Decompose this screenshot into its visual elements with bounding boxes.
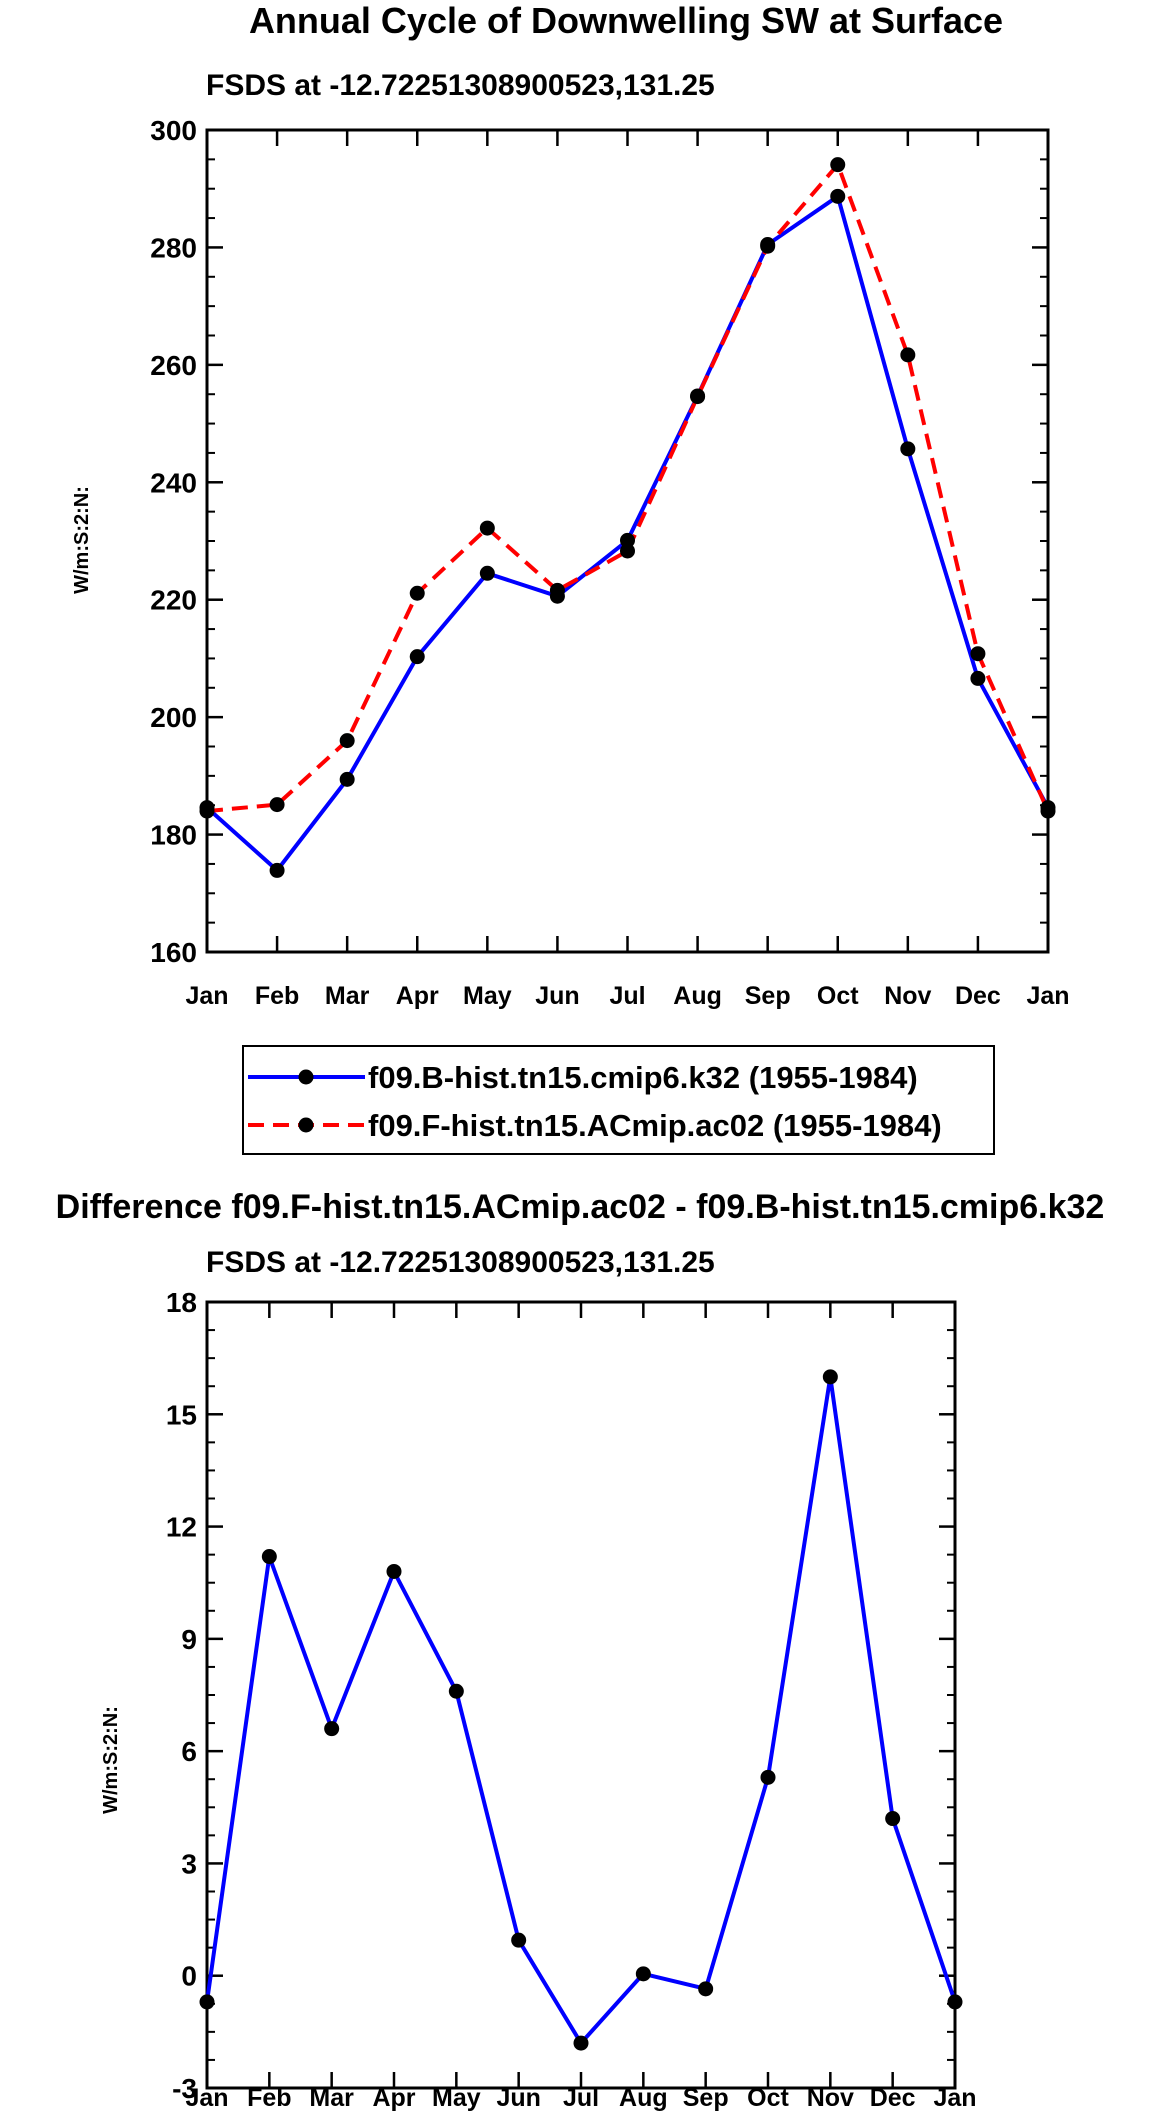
x-tick-label: Dec: [870, 2084, 916, 2112]
x-tick-label: Feb: [255, 982, 299, 1010]
x-tick-label: Jan: [1026, 982, 1069, 1010]
x-tick-label: Oct: [747, 2084, 789, 2112]
plot-axes: -3 0 3 6 9 12 15 18 Jan Feb Mar Apr May Jun Jul Aug Sep O…: [166, 1287, 977, 2112]
x-tick-label: Nov: [884, 982, 931, 1010]
chart-title: Annual Cycle of Downwelling SW at Surfac…: [249, 0, 1003, 41]
x-tick-label: Dec: [955, 982, 1001, 1010]
legend-entry: f09.F-hist.tn15.ACmip.ac02 (1955-1984): [248, 1108, 942, 1143]
data-point: [386, 1563, 402, 1579]
y-tick-label: 9: [181, 1624, 197, 1655]
data-point: [830, 157, 846, 173]
legend-marker: [298, 1069, 314, 1085]
data-point: [885, 1811, 901, 1827]
data-point: [199, 1994, 215, 2010]
data-point: [409, 585, 425, 601]
y-axis-label: W/m:S:2:N:: [100, 1706, 122, 1814]
difference-chart: Difference f09.F-hist.tn15.ACmip.ac02 - …: [56, 1188, 1105, 2112]
y-tick-label: 18: [166, 1287, 197, 1318]
data-point: [199, 803, 215, 819]
y-tick-label: 15: [166, 1399, 197, 1430]
legend-label: f09.B-hist.tn15.cmip6.k32 (1955-1984): [368, 1060, 918, 1095]
data-point: [573, 2035, 589, 2051]
series-line: [205, 1374, 957, 2046]
data-point: [822, 1369, 838, 1385]
data-point: [479, 565, 495, 581]
data-point: [339, 771, 355, 787]
data-point: [549, 582, 565, 598]
y-axis-label: W/m:S:2:N:: [71, 486, 93, 594]
legend-marker: [298, 1117, 314, 1133]
legend: f09.B-hist.tn15.cmip6.k32 (1955-1984) f0…: [242, 1045, 995, 1155]
data-point: [448, 1683, 464, 1699]
x-tick-label: Jul: [609, 982, 645, 1010]
x-tick-label: Mar: [309, 2084, 354, 2112]
y-tick-label: 0: [181, 1961, 197, 1992]
x-tick-label: Aug: [673, 982, 722, 1010]
data-point: [409, 649, 425, 665]
x-tick-label: Aug: [619, 2084, 668, 2112]
x-tick-label: Oct: [817, 982, 859, 1010]
data-point: [900, 347, 916, 363]
x-tick-label: May: [432, 2084, 481, 2112]
data-point: [269, 862, 285, 878]
x-tick-label: Jul: [563, 2084, 599, 2112]
legend-label: f09.F-hist.tn15.ACmip.ac02 (1955-1984): [368, 1108, 942, 1143]
plot-marks: [199, 1369, 963, 2051]
data-point: [620, 532, 635, 548]
series-line: [206, 162, 1050, 814]
x-tick-label: Feb: [247, 2084, 291, 2112]
plot-marks: [199, 157, 1056, 878]
x-tick-label: Jan: [185, 982, 228, 1010]
y-tick-label: 3: [181, 1848, 197, 1879]
data-point: [760, 238, 776, 254]
data-point: [479, 520, 495, 536]
x-tick-label: Sep: [683, 2084, 729, 2112]
data-point: [970, 646, 986, 662]
y-tick-label: 180: [150, 820, 197, 851]
y-tick-label: 260: [150, 350, 197, 381]
x-tick-label: May: [463, 982, 512, 1010]
data-point: [830, 188, 846, 204]
y-tick-label: 220: [150, 585, 197, 616]
data-point: [970, 670, 986, 686]
y-tick-label: 300: [150, 115, 197, 146]
x-tick-label: Nov: [807, 2084, 854, 2112]
data-point: [324, 1721, 340, 1737]
annual-cycle-chart: Annual Cycle of Downwelling SW at Surfac…: [71, 0, 1070, 1155]
data-point: [261, 1549, 277, 1565]
x-tick-label: Jan: [185, 2084, 228, 2112]
y-tick-label: 240: [150, 467, 197, 498]
x-tick-label: Sep: [745, 982, 791, 1010]
data-point: [269, 797, 285, 813]
data-point: [698, 1981, 714, 1997]
chart-title: Difference f09.F-hist.tn15.ACmip.ac02 - …: [56, 1188, 1105, 1226]
y-tick-label: -3: [172, 2073, 197, 2104]
data-point: [900, 441, 916, 457]
data-point: [690, 389, 706, 405]
y-tick-label: 12: [166, 1512, 197, 1543]
x-tick-label: Mar: [325, 982, 370, 1010]
chart-subtitle: FSDS at -12.72251308900523,131.25: [206, 69, 715, 102]
data-point: [1040, 803, 1056, 819]
plot-axes: 160 180 200 220 240 260 280 300 Jan Feb Mar Apr May J…: [150, 115, 1069, 1010]
x-tick-label: Apr: [372, 2084, 415, 2112]
data-point: [511, 1932, 527, 1948]
legend-box: [242, 1045, 995, 1155]
x-tick-label: Apr: [396, 982, 439, 1010]
y-tick-label: 160: [150, 937, 197, 968]
y-tick-label: 280: [150, 232, 197, 263]
legend-entry: f09.B-hist.tn15.cmip6.k32 (1955-1984): [248, 1060, 918, 1095]
x-tick-label: Jun: [496, 2084, 540, 2112]
data-point: [947, 1994, 963, 2010]
data-point: [620, 543, 635, 559]
data-point: [339, 733, 355, 749]
y-tick-label: 200: [150, 702, 197, 733]
data-point: [635, 1966, 651, 1982]
x-tick-label: Jun: [535, 982, 579, 1010]
y-tick-label: 6: [181, 1736, 197, 1767]
x-tick-label: Jan: [933, 2084, 976, 2112]
chart-subtitle: FSDS at -12.72251308900523,131.25: [206, 1246, 715, 1279]
data-point: [760, 1769, 776, 1785]
